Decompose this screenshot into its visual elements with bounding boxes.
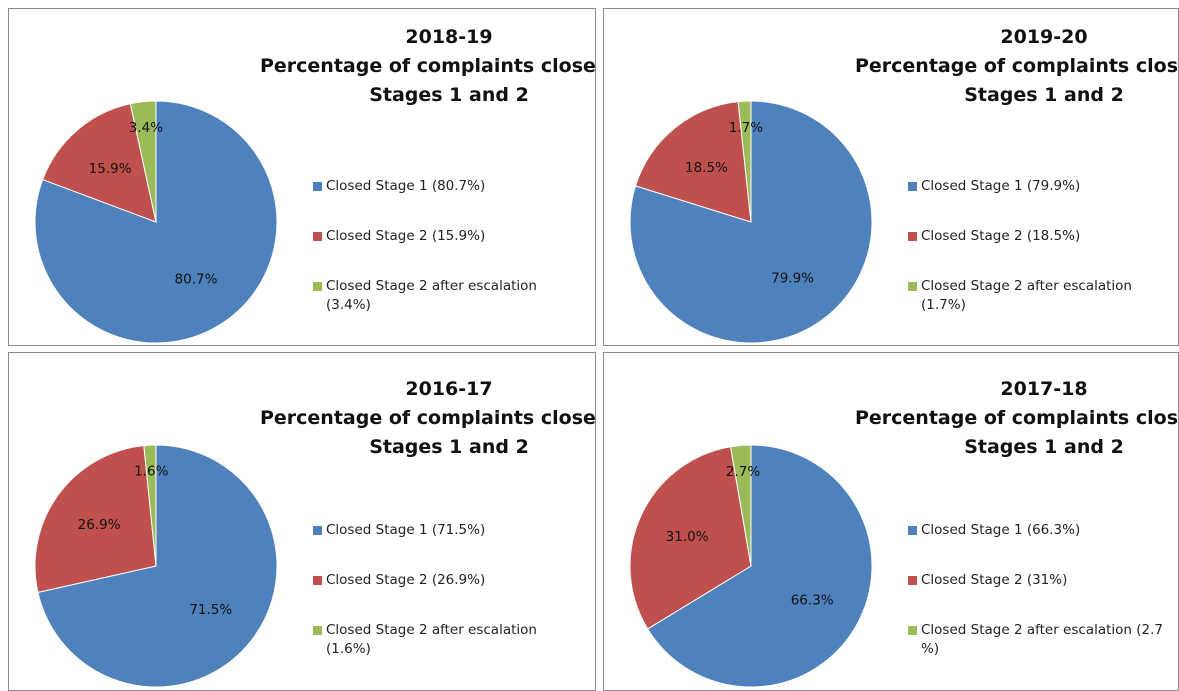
legend-item: Closed Stage 2 after escalation (1.7%) xyxy=(908,277,1178,315)
pie-slice xyxy=(634,101,752,223)
legend-swatch xyxy=(908,576,917,585)
chart-subtitle: Percentage of complaints closed at Stage… xyxy=(854,55,1178,106)
pie-slice xyxy=(37,444,278,688)
pie-slice xyxy=(34,445,157,593)
legend-label: Closed Stage 1 (80.7%) xyxy=(326,178,486,194)
legend-label: Closed Stage 2 after escalation (2.7 %) xyxy=(921,622,1163,657)
chart-panel: 71.5% 26.9% 1.6% 2016-17 Percentage of compl… xyxy=(8,352,596,691)
legend-swatch xyxy=(313,626,322,635)
data-label: 80.7% xyxy=(175,272,218,288)
chart-panel: 66.3% 31.0% 2.7% 2017-18 Percentage of compl… xyxy=(603,352,1179,691)
legend-label: Closed Stage 1 (66.3%) xyxy=(921,522,1081,538)
data-label: 3.4% xyxy=(129,120,163,136)
legend-swatch xyxy=(908,232,917,241)
data-label: 18.5% xyxy=(685,160,728,176)
legend-label: Closed Stage 2 (18.5%) xyxy=(921,228,1081,244)
data-label: 15.9% xyxy=(89,161,132,177)
legend-swatch xyxy=(313,526,322,535)
data-label: 1.6% xyxy=(134,464,168,480)
legend-item: Closed Stage 2 after escalation (2.7 %) xyxy=(908,621,1178,659)
legend-item: Closed Stage 2 after escalation (1.6%) xyxy=(313,621,586,659)
legend-label: Closed Stage 2 after escalation (3.4%) xyxy=(326,278,537,313)
chart-title: 2017-18 Percentage of complaints closed a… xyxy=(784,375,1178,462)
chart: 80.7% 15.9% 3.4% xyxy=(34,100,278,344)
chart-subtitle: Percentage of complaints closed at Stage… xyxy=(854,407,1178,458)
pie-slice xyxy=(646,444,873,688)
legend-swatch xyxy=(908,626,917,635)
legend-swatch xyxy=(908,282,917,291)
chart: 71.5% 26.9% 1.6% xyxy=(34,444,278,688)
data-label: 2.7% xyxy=(726,464,760,480)
legend-item: Closed Stage 2 (26.9%) xyxy=(313,571,586,590)
chart-subtitle: Percentage of complaints closed at Stage… xyxy=(259,407,596,458)
legend-label: Closed Stage 2 after escalation (1.7%) xyxy=(921,278,1132,313)
chart-year: 2018-19 xyxy=(405,26,493,48)
legend-label: Closed Stage 2 (26.9%) xyxy=(326,572,486,588)
data-label: 79.9% xyxy=(771,271,814,287)
chart: 79.9% 18.5% 1.7% xyxy=(629,100,873,344)
chart-year: 2019-20 xyxy=(1000,26,1088,48)
data-label: 71.5% xyxy=(189,602,232,618)
pie-slice xyxy=(729,444,752,567)
chart-year: 2017-18 xyxy=(1000,378,1088,400)
legend-swatch xyxy=(908,182,917,191)
legend-label: Closed Stage 2 (31%) xyxy=(921,572,1068,588)
chart-subtitle: Percentage of complaints closed at Stage… xyxy=(259,55,596,106)
chart: 66.3% 31.0% 2.7% xyxy=(629,444,873,688)
data-label: 1.7% xyxy=(729,120,763,136)
pie-slice xyxy=(143,444,157,567)
legend-item: Closed Stage 2 (15.9%) xyxy=(313,227,586,246)
legend-swatch xyxy=(313,232,322,241)
legend-swatch xyxy=(908,526,917,535)
chart-title: 2019-20 Percentage of complaints closed a… xyxy=(784,23,1178,110)
pie-slice xyxy=(129,100,157,223)
pie-slice xyxy=(737,100,752,223)
legend-label: Closed Stage 1 (71.5%) xyxy=(326,522,486,538)
legend-swatch xyxy=(313,182,322,191)
legend-item: Closed Stage 1 (71.5%) xyxy=(313,521,586,540)
legend-item: Closed Stage 2 after escalation (3.4%) xyxy=(313,277,586,315)
chart-title: 2018-19 Percentage of complaints closed a… xyxy=(189,23,596,110)
legend-swatch xyxy=(313,282,322,291)
chart-year: 2016-17 xyxy=(405,378,493,400)
data-label: 66.3% xyxy=(791,592,834,608)
legend-label: Closed Stage 1 (79.9%) xyxy=(921,178,1081,194)
legend-item: Closed Stage 2 (18.5%) xyxy=(908,227,1178,246)
legend-item: Closed Stage 2 (31%) xyxy=(908,571,1178,590)
legend-label: Closed Stage 2 after escalation (1.6%) xyxy=(326,622,537,657)
chart-title: 2016-17 Percentage of complaints closed a… xyxy=(189,375,596,462)
legend-swatch xyxy=(313,576,322,585)
pie-slice xyxy=(42,103,157,223)
data-label: 31.0% xyxy=(666,529,709,545)
pie-slice xyxy=(629,446,752,630)
chart-panel: 80.7% 15.9% 3.4% 2018-19 Percentage of compl… xyxy=(8,8,596,346)
legend-item: Closed Stage 1 (80.7%) xyxy=(313,177,586,196)
data-label: 26.9% xyxy=(78,517,121,533)
legend-label: Closed Stage 2 (15.9%) xyxy=(326,228,486,244)
legend-item: Closed Stage 1 (66.3%) xyxy=(908,521,1178,540)
chart-panel: 79.9% 18.5% 1.7% 2019-20 Percentage of compl… xyxy=(603,8,1179,346)
legend-item: Closed Stage 1 (79.9%) xyxy=(908,177,1178,196)
